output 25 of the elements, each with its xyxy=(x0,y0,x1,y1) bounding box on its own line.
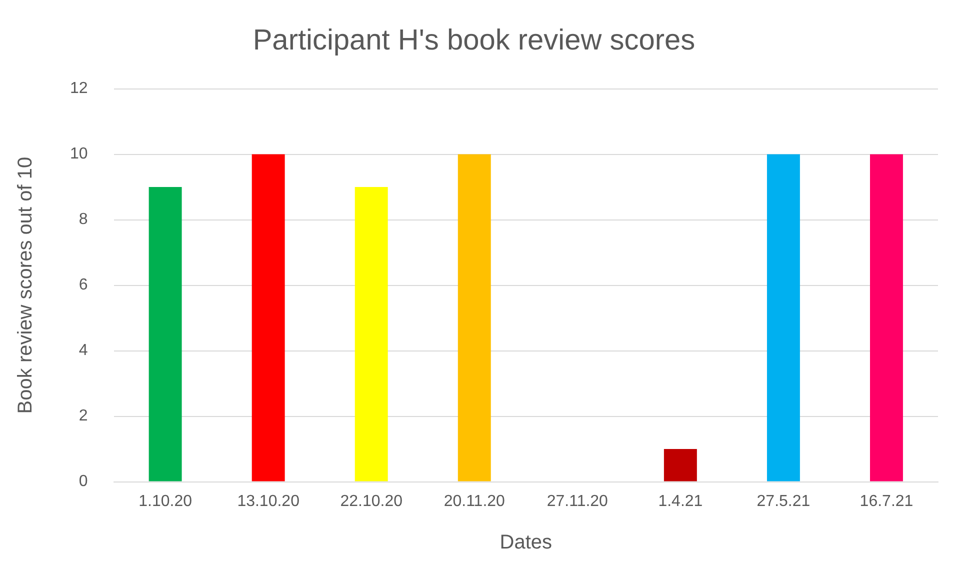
bar xyxy=(148,187,182,482)
x-tick-label: 27.5.21 xyxy=(756,492,810,510)
x-tick-label: 20.11.20 xyxy=(444,492,506,510)
y-tick-label: 0 xyxy=(78,473,88,490)
chart-title: Participant H's book review scores xyxy=(252,24,696,56)
bar xyxy=(458,154,491,482)
y-tick-label: 8 xyxy=(78,211,88,228)
y-tick-label: 4 xyxy=(78,342,88,360)
y-axis-title: Book review scores out of 10 xyxy=(14,156,37,414)
bar xyxy=(354,187,388,482)
x-axis-title: Dates xyxy=(500,532,552,554)
y-tick-label: 12 xyxy=(70,80,88,98)
x-tick-label: 1.10.20 xyxy=(138,492,192,510)
x-tick-label: 16.7.21 xyxy=(860,492,914,510)
x-tick-label: 13.10.20 xyxy=(237,492,300,510)
y-tick-label: 6 xyxy=(78,276,88,294)
y-tick-label: 2 xyxy=(78,408,88,425)
bar xyxy=(870,154,903,482)
x-tick-label: 22.10.20 xyxy=(340,492,403,510)
x-tick-label: 1.4.21 xyxy=(658,492,703,510)
bar xyxy=(252,154,285,482)
bar xyxy=(766,154,800,482)
y-tick-label: 10 xyxy=(70,146,88,163)
x-tick-label: 27.11.20 xyxy=(546,492,608,510)
bar xyxy=(664,449,697,482)
